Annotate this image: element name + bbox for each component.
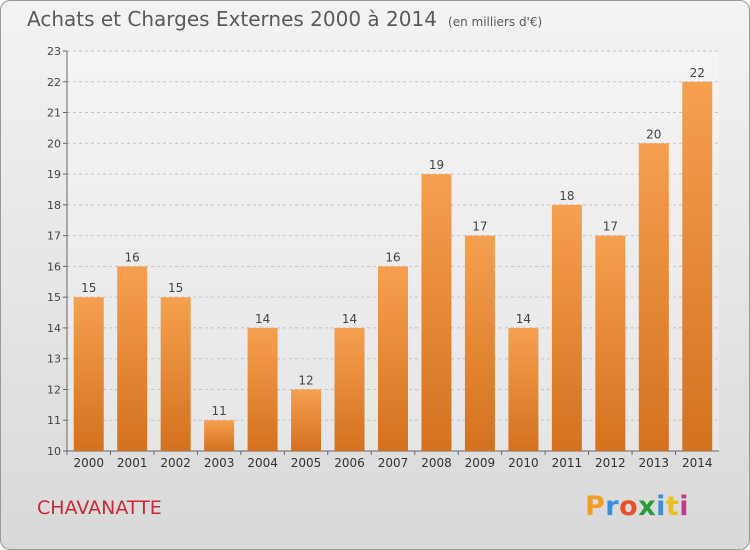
y-tick-label: 18 xyxy=(47,199,61,212)
x-tick-label: 2002 xyxy=(160,456,191,470)
y-tick-label: 22 xyxy=(47,76,61,89)
y-tick-label: 21 xyxy=(47,107,61,120)
bar-value-label: 22 xyxy=(690,66,705,80)
x-tick-label: 2005 xyxy=(291,456,322,470)
bar xyxy=(378,266,408,451)
x-tick-label: 2004 xyxy=(247,456,278,470)
town-name: CHAVANATTE xyxy=(37,497,162,519)
logo-letter: r xyxy=(605,491,620,522)
logo-letter: i xyxy=(679,491,690,522)
bar-value-label: 17 xyxy=(472,220,487,234)
bar-value-label: 20 xyxy=(646,127,661,141)
bar-value-label: 18 xyxy=(559,189,574,203)
bar-value-label: 17 xyxy=(603,220,618,234)
x-tick-label: 2001 xyxy=(117,456,148,470)
logo-letter: t xyxy=(665,491,680,522)
proxiti-logo: Proxiti xyxy=(585,491,689,522)
bar-value-label: 12 xyxy=(298,373,313,387)
x-tick-label: 2003 xyxy=(204,456,235,470)
y-tick-label: 15 xyxy=(47,291,61,304)
y-tick-label: 14 xyxy=(47,322,61,335)
y-tick-label: 20 xyxy=(47,137,61,150)
chart-unit-note: (en milliers d'€) xyxy=(448,15,543,29)
bar-value-label: 15 xyxy=(168,281,183,295)
bar-value-label: 19 xyxy=(429,158,444,172)
y-tick-label: 23 xyxy=(47,45,61,58)
y-tick-label: 13 xyxy=(47,353,61,366)
bar xyxy=(595,235,626,451)
x-tick-label: 2014 xyxy=(682,456,713,470)
bar xyxy=(334,327,365,451)
x-tick-label: 2007 xyxy=(378,456,409,470)
bar xyxy=(117,266,148,451)
chart-title: Achats et Charges Externes 2000 à 2014 xyxy=(27,7,437,31)
logo-letter: i xyxy=(656,491,666,522)
bar-value-label: 14 xyxy=(516,312,531,326)
bar xyxy=(160,297,191,451)
bar xyxy=(291,389,322,451)
bar-value-label: 16 xyxy=(385,250,400,264)
bar-value-label: 16 xyxy=(125,250,140,264)
x-tick-label: 2006 xyxy=(334,456,365,470)
logo-letter: x xyxy=(638,491,657,522)
y-tick-label: 10 xyxy=(47,445,61,458)
x-tick-label: 2011 xyxy=(552,456,583,470)
bar-value-label: 14 xyxy=(255,312,270,326)
bar xyxy=(204,420,235,451)
x-tick-label: 2013 xyxy=(639,456,670,470)
bar-value-label: 11 xyxy=(211,404,226,418)
bar xyxy=(551,204,582,451)
bar xyxy=(421,174,452,452)
y-tick-label: 17 xyxy=(47,230,61,243)
x-tick-label: 2000 xyxy=(73,456,104,470)
x-tick-label: 2010 xyxy=(508,456,539,470)
y-tick-label: 12 xyxy=(47,383,61,396)
y-tick-label: 11 xyxy=(47,414,61,427)
y-tick-label: 19 xyxy=(47,168,61,181)
bar-value-label: 15 xyxy=(81,281,96,295)
bar xyxy=(682,81,713,452)
title-row: Achats et Charges Externes 2000 à 2014 (… xyxy=(27,7,542,31)
bar xyxy=(508,327,539,451)
bar xyxy=(638,143,669,452)
y-tick-label: 16 xyxy=(47,260,61,273)
bar-value-label: 14 xyxy=(342,312,357,326)
bar xyxy=(73,297,104,451)
bar xyxy=(464,235,495,451)
x-tick-label: 2009 xyxy=(465,456,496,470)
x-tick-label: 2012 xyxy=(595,456,626,470)
x-tick-label: 2008 xyxy=(421,456,452,470)
logo-letter: P xyxy=(585,491,606,522)
bar xyxy=(247,327,278,451)
logo-letter: o xyxy=(619,491,639,522)
